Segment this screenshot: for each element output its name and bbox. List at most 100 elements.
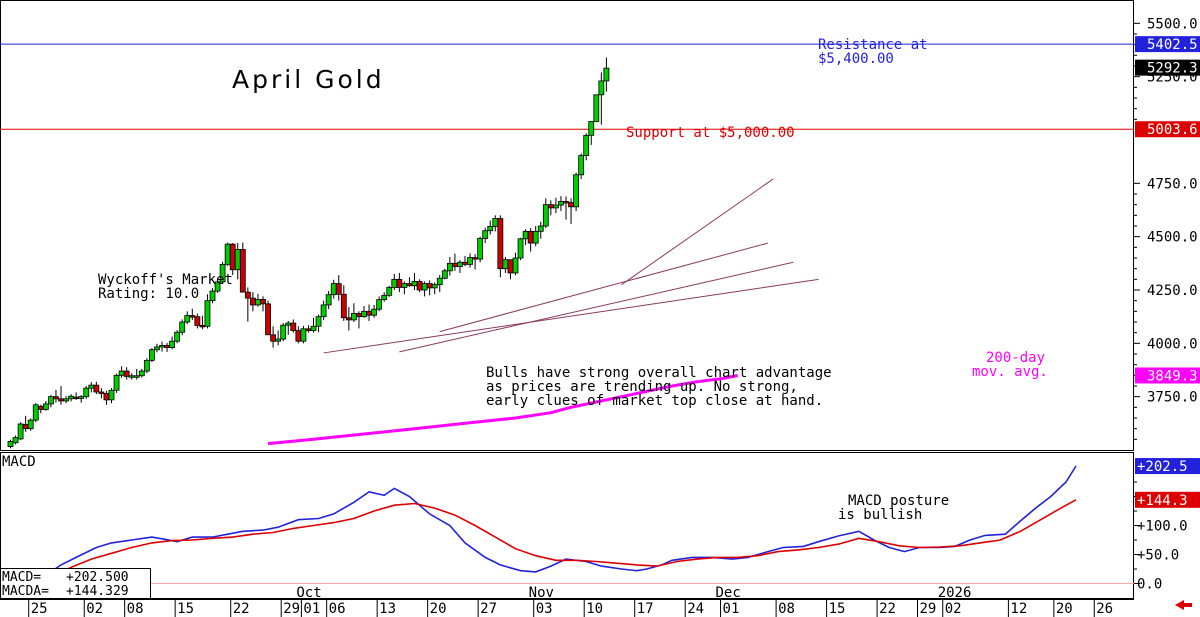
wyckoff-rating-line1: Wyckoff's Market — [98, 272, 233, 288]
candle-body — [219, 263, 226, 283]
candle-body — [583, 134, 590, 156]
x-day-label: 15 — [177, 601, 194, 617]
candle-body — [128, 375, 135, 378]
candle — [517, 237, 524, 261]
candle-body — [310, 325, 317, 331]
candle-body — [411, 281, 418, 287]
candle — [83, 386, 90, 399]
candle — [270, 326, 277, 348]
candle-body — [209, 290, 216, 302]
candle — [7, 439, 14, 449]
candle-body — [517, 238, 524, 259]
candle-body — [154, 346, 160, 351]
candle-body — [37, 405, 44, 410]
macd-series-macd — [50, 465, 1077, 573]
resistance-badge-bg — [1135, 36, 1200, 53]
x-day-label: 22 — [879, 601, 896, 617]
candle-body — [22, 423, 29, 430]
candle — [441, 268, 448, 280]
candle — [78, 394, 85, 403]
candle-body — [340, 293, 347, 319]
macda-readout-value: +144.329 — [66, 584, 129, 599]
candle-body — [462, 261, 468, 265]
candle — [512, 252, 519, 276]
candle-body — [537, 225, 544, 232]
candle — [224, 242, 231, 267]
candle-body — [148, 349, 155, 361]
candle — [537, 221, 544, 239]
candle-body — [542, 204, 549, 227]
scroll-left-arrow-icon[interactable] — [1175, 600, 1192, 610]
macd-annotation-line2: is bullish — [838, 507, 922, 523]
candle — [371, 304, 378, 318]
candle-body — [27, 419, 34, 430]
candle-body — [593, 94, 600, 122]
candle-body — [457, 261, 463, 267]
candle — [123, 367, 130, 380]
candle-body — [300, 328, 307, 342]
candle — [436, 275, 443, 293]
x-month-label: Nov — [529, 585, 554, 601]
candle-body — [573, 174, 579, 208]
candle — [42, 400, 49, 411]
candle — [32, 403, 39, 423]
candle-body — [42, 403, 49, 410]
candle-body — [361, 310, 367, 318]
candle-body — [7, 441, 14, 447]
candle — [487, 220, 494, 235]
candle-body — [244, 291, 251, 299]
price-tick-label: 4500.0 — [1147, 230, 1198, 246]
candle-body — [558, 201, 564, 206]
trendline — [399, 261, 794, 353]
x-day-label: 29 — [920, 601, 937, 617]
candle — [325, 291, 332, 310]
candle — [376, 296, 383, 312]
candle — [598, 72, 605, 125]
candle-body — [239, 249, 246, 293]
candle-body — [436, 277, 443, 286]
x-day-label: 20 — [1056, 601, 1073, 617]
last-price-badge-bg — [1135, 59, 1200, 76]
candle — [482, 227, 489, 244]
candle-body — [179, 321, 186, 333]
price-tick-label: 4250.0 — [1147, 283, 1198, 299]
candle-body — [487, 226, 494, 232]
candle-body — [224, 243, 231, 265]
candle — [542, 198, 549, 229]
candle — [300, 325, 307, 344]
candle-body — [98, 391, 105, 394]
candle — [169, 336, 176, 350]
candle-body — [265, 303, 271, 336]
candle — [320, 300, 327, 320]
chart-title: April Gold — [232, 65, 385, 94]
candle-body — [93, 384, 100, 393]
commentary-line2: as prices are trending up. No strong, — [486, 379, 798, 395]
candle-body — [169, 340, 176, 349]
x-month-label: 2026 — [938, 585, 972, 601]
macd-panel-frame — [0, 452, 1134, 599]
candle — [265, 300, 271, 336]
candle-body — [260, 298, 266, 305]
macd-badge-label: +202.5 — [1137, 459, 1188, 475]
candle-body — [350, 313, 357, 321]
candle-body — [103, 393, 110, 401]
candle-body — [371, 308, 378, 316]
x-day-label: 12 — [1010, 601, 1027, 617]
candle-body — [547, 204, 554, 209]
x-day-label: 24 — [687, 601, 704, 617]
candle — [138, 368, 145, 378]
candle-body — [451, 262, 458, 267]
candle-body — [330, 283, 337, 296]
candle-body — [214, 281, 221, 292]
candle-body — [588, 121, 595, 136]
candle-body — [290, 322, 297, 331]
candle-body — [598, 80, 605, 96]
candle-body — [477, 237, 484, 260]
candle-body — [138, 370, 145, 377]
candle — [477, 236, 484, 263]
candle-body — [345, 317, 352, 321]
macda-readout-label: MACDA= — [2, 584, 49, 599]
candle — [98, 388, 105, 399]
candle-body — [426, 283, 433, 289]
candle-body — [441, 270, 448, 279]
